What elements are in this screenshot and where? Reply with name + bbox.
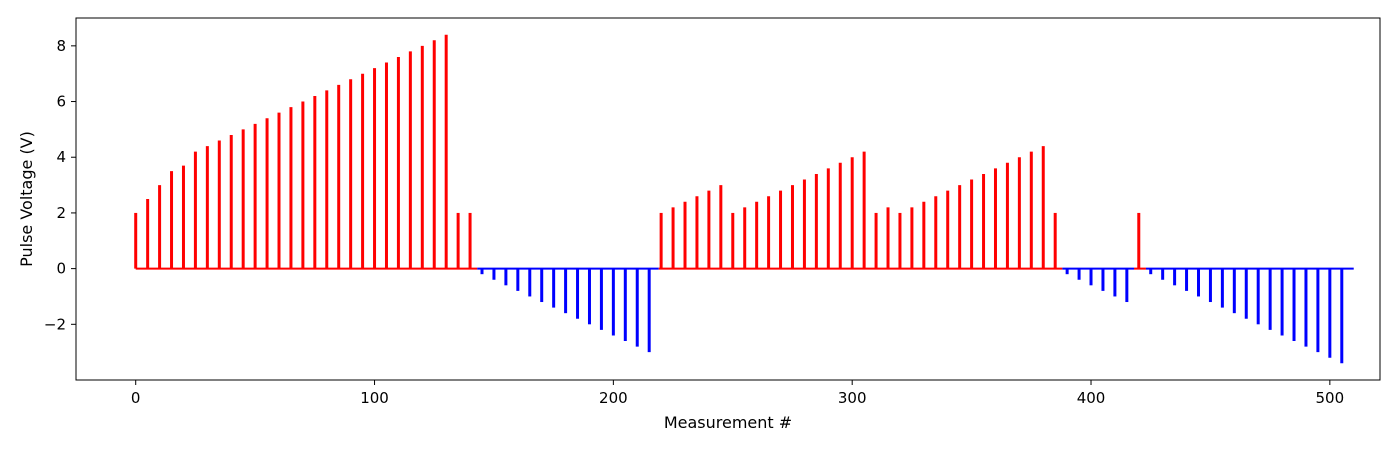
chart-marks xyxy=(134,34,1354,364)
x-tick-label: 500 xyxy=(1316,389,1345,407)
x-axis-title: Measurement # xyxy=(664,413,792,432)
y-tick-label: 8 xyxy=(56,37,66,55)
y-tick-label: 4 xyxy=(56,148,66,166)
x-tick-label: 100 xyxy=(360,389,389,407)
y-tick-label: 6 xyxy=(56,93,66,111)
x-tick-label: 400 xyxy=(1077,389,1106,407)
x-tick-label: 200 xyxy=(599,389,628,407)
y-axis-title: Pulse Voltage (V) xyxy=(17,131,36,267)
plot-frame xyxy=(75,17,1381,381)
x-tick-label: 300 xyxy=(838,389,867,407)
y-tick-label: −2 xyxy=(44,315,66,333)
y-axis: −2 0 2 4 6 8 xyxy=(44,37,76,333)
y-tick-label: 0 xyxy=(56,260,66,278)
y-tick-label: 2 xyxy=(56,204,66,222)
x-tick-label: 0 xyxy=(131,389,141,407)
x-axis: 0 100 200 300 400 500 xyxy=(131,380,1344,407)
